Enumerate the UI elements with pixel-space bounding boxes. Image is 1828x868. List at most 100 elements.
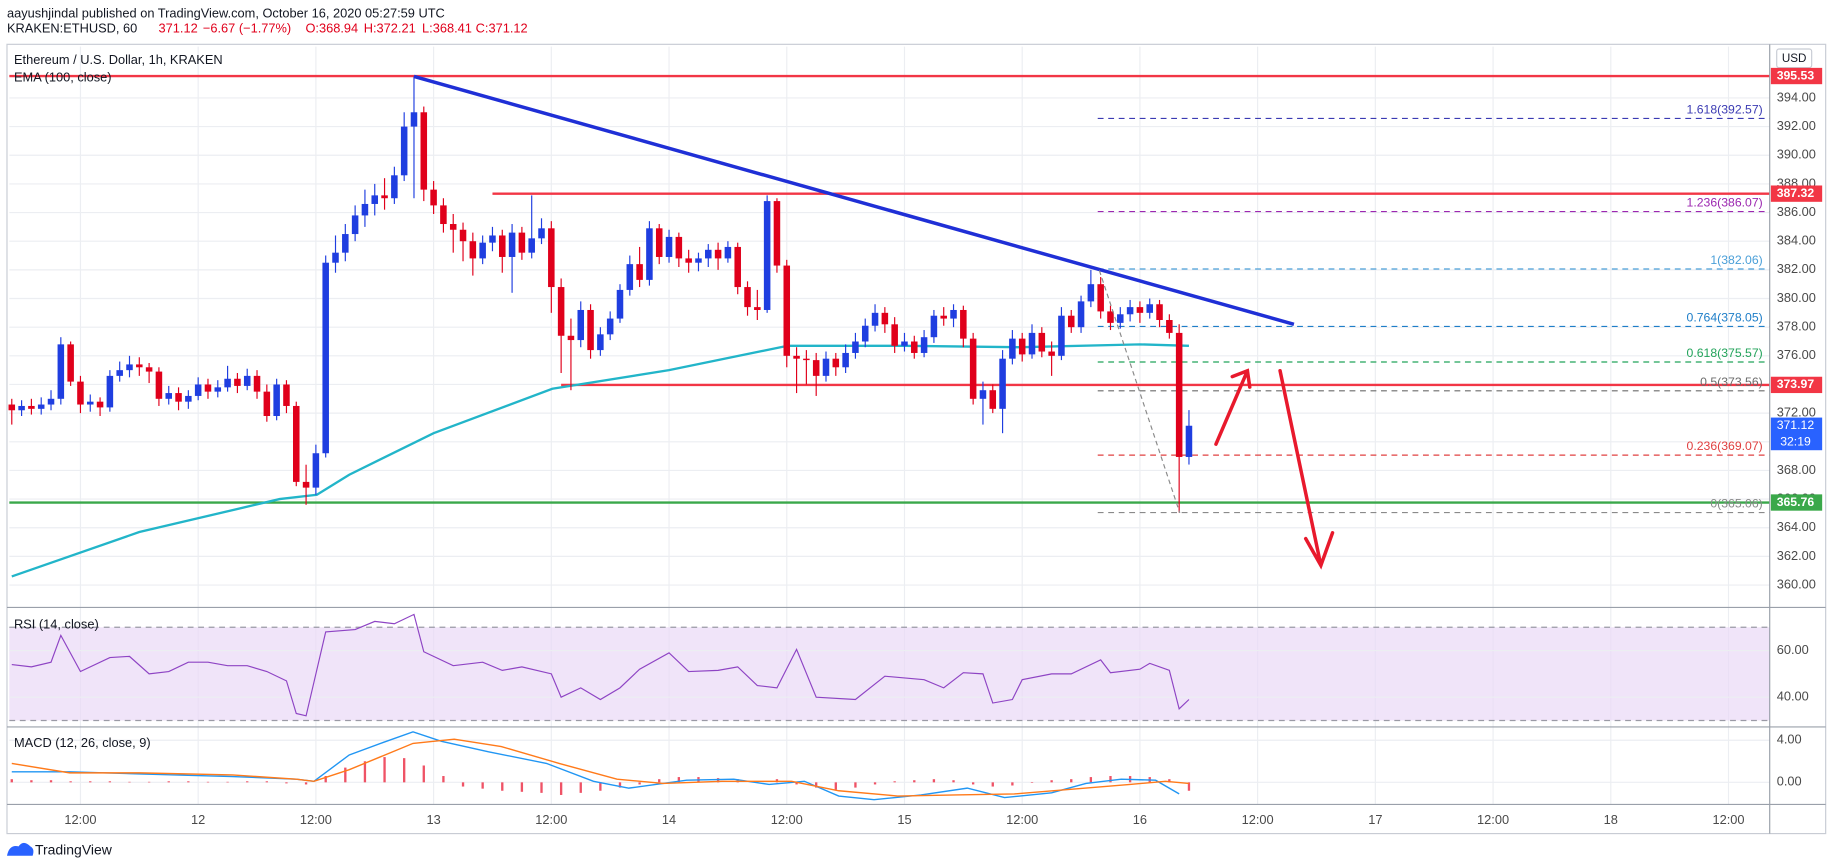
candle-body	[1048, 351, 1055, 356]
candle-body	[312, 453, 320, 488]
y-tick-label: 392.00	[1777, 118, 1816, 133]
candle-body	[812, 360, 820, 376]
candle-body	[763, 201, 771, 310]
trendline	[413, 74, 1295, 326]
candle-body	[302, 481, 310, 488]
candle-body	[332, 252, 339, 263]
price-label-box	[1770, 67, 1823, 85]
candle-body	[989, 390, 997, 409]
candle-body	[155, 371, 163, 399]
candle-body	[18, 405, 25, 411]
high: H:372.21	[364, 21, 416, 36]
macd-histogram-bar	[226, 781, 229, 783]
macd-histogram-bar	[559, 782, 563, 795]
candle-body	[842, 352, 849, 368]
down-arrow	[1278, 369, 1335, 570]
fib-label: 1.236(386.07)	[1687, 196, 1763, 210]
rsi-tick-label: 60.00	[1777, 642, 1809, 657]
candle-body	[518, 232, 526, 253]
candle-body	[920, 337, 928, 353]
macd-histogram-bar	[1070, 779, 1073, 783]
macd-histogram-bar	[167, 781, 170, 783]
macd-histogram-bar	[246, 781, 249, 783]
up-arrow	[1214, 368, 1252, 446]
candle-body	[685, 258, 692, 263]
macd-histogram-bar	[1168, 779, 1171, 783]
x-tick-label: 17	[1368, 812, 1382, 827]
x-tick-label: 13	[426, 812, 440, 827]
y-tick-label: 394.00	[1777, 89, 1816, 104]
candle-body	[803, 358, 810, 361]
candle-body	[28, 405, 35, 409]
candle-body	[567, 335, 575, 341]
x-tick-label: 12:00	[771, 812, 803, 827]
brand-name: TradingView	[35, 842, 113, 858]
macd-histogram-bar	[383, 757, 386, 783]
open: O:368.94	[305, 21, 358, 36]
candle-body	[1028, 332, 1036, 355]
x-tick-label: 12:00	[1477, 812, 1509, 827]
macd-histogram-bar	[1089, 777, 1093, 783]
candle-body	[400, 126, 408, 176]
candle-body	[459, 229, 467, 242]
macd-histogram-bar	[716, 778, 720, 783]
macd-histogram-bar	[971, 782, 975, 785]
candle-body	[822, 358, 830, 376]
candle-body	[253, 375, 261, 392]
macd-histogram-bar	[304, 782, 308, 785]
candle-body	[175, 393, 182, 402]
candle-body	[891, 324, 898, 346]
candle-body	[577, 309, 585, 341]
candle-body	[1117, 314, 1124, 323]
candle-body	[636, 264, 643, 280]
candle-body	[528, 238, 535, 253]
last-price-box	[1770, 417, 1823, 451]
macd-line	[11, 738, 1190, 797]
macd-histogram-bar	[481, 782, 484, 789]
price-label: 387.32	[1777, 186, 1815, 200]
candle-body	[283, 384, 290, 406]
candle-body	[538, 228, 545, 239]
candle-body	[371, 195, 379, 204]
ema-label: EMA (100, close)	[14, 70, 112, 85]
fib-baseline	[1098, 270, 1181, 514]
x-tick-label: 12	[191, 812, 205, 827]
price-label: 395.53	[1777, 68, 1815, 82]
candle-body	[911, 341, 918, 353]
grid	[9, 46, 1770, 805]
rsi-label: RSI (14, close)	[14, 616, 99, 631]
candle-body	[243, 375, 251, 386]
candle-body	[626, 264, 634, 290]
y-tick-label: 362.00	[1777, 548, 1816, 563]
y-tick-label: 382.00	[1777, 261, 1816, 276]
candle-body	[1166, 320, 1173, 333]
macd-histogram-bar	[30, 780, 33, 783]
candle-body	[1175, 332, 1183, 457]
candle-body	[852, 341, 859, 353]
macd-histogram-bar	[147, 781, 151, 783]
y-tick-label: 376.00	[1777, 347, 1816, 362]
macd-label: MACD (12, 26, close, 9)	[14, 735, 151, 750]
macd-histogram-bar	[913, 780, 916, 783]
fib-label: 1.618(392.57)	[1687, 103, 1763, 117]
x-tick-label: 12:00	[64, 812, 96, 827]
candle-body	[616, 289, 624, 319]
macd-histogram-bar	[520, 782, 524, 792]
fib-label: 0.618(375.57)	[1687, 346, 1763, 360]
fib-label: 0.236(369.07)	[1687, 439, 1763, 453]
annotation-arrows	[1214, 368, 1335, 570]
macd-histogram-bar	[108, 781, 112, 783]
publish-info: aayushjindal published on TradingView.co…	[7, 5, 445, 20]
currency-box[interactable]	[1776, 48, 1813, 69]
candle-body	[204, 384, 212, 392]
candle-body	[96, 401, 104, 408]
candle-body	[1156, 304, 1163, 321]
macd-histogram-bar	[285, 782, 288, 784]
logo-icon	[6, 842, 34, 856]
macd-histogram-bar	[501, 782, 504, 791]
macd-histogram-bar	[324, 776, 327, 783]
y-tick-label: 364.00	[1777, 519, 1816, 534]
macd-histogram-bar	[49, 780, 53, 783]
price-label-box	[1770, 376, 1823, 394]
